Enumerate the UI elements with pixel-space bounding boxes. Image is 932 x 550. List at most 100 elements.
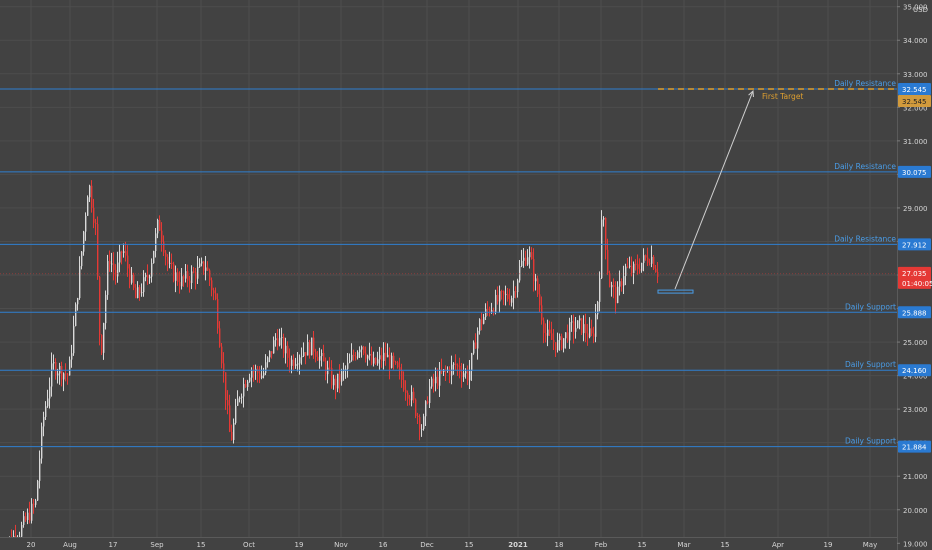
candle-body (635, 263, 637, 265)
candle-body (383, 352, 385, 362)
candle-body (339, 373, 341, 382)
candle-body (351, 354, 353, 361)
level-price-tag (898, 238, 931, 251)
candle-body (399, 367, 401, 371)
candle-body (239, 397, 241, 399)
candle-body (303, 352, 305, 356)
time-tick-label: 2021 (508, 541, 528, 549)
candle-body (153, 251, 155, 264)
candle-body (121, 251, 123, 254)
candle-body (181, 276, 183, 287)
candle-body (317, 356, 319, 361)
candle-body (149, 276, 151, 279)
candle-body (499, 291, 501, 302)
candle-body (139, 287, 141, 294)
candle-body (161, 230, 163, 242)
candle-body (479, 319, 481, 331)
candle-body (189, 280, 191, 283)
candle-body (69, 359, 71, 376)
candle-body (547, 329, 549, 336)
candle-body (241, 396, 243, 398)
candle-body (641, 262, 643, 271)
candle-body (225, 372, 227, 401)
candle-body (431, 378, 433, 387)
candle-body (497, 294, 499, 302)
candle-body (85, 215, 87, 232)
candle-body (73, 325, 75, 354)
level-price-tag (898, 364, 931, 377)
candle-body (105, 294, 107, 324)
candle-body (413, 391, 415, 400)
level-price-tag-label: 30.075 (902, 169, 927, 177)
candle-body (367, 355, 369, 359)
time-tick-label: 19 (824, 541, 833, 549)
candle-body (119, 251, 121, 263)
candle-body (519, 266, 521, 281)
candle-body (381, 355, 383, 362)
candle-body (595, 314, 597, 337)
candle-body (289, 357, 291, 366)
candle-body (427, 401, 429, 403)
candle-body (223, 363, 225, 373)
candle-body (49, 386, 51, 399)
candle-body (323, 352, 325, 362)
candle-body (35, 500, 37, 505)
candle-body (533, 259, 535, 282)
candle-body (481, 319, 483, 324)
candle-body (259, 373, 261, 379)
candle-body (535, 278, 537, 282)
candle-body (45, 406, 47, 417)
candle-body (389, 354, 391, 368)
candle-body (587, 333, 589, 338)
candle-body (407, 392, 409, 399)
candle-body (43, 416, 45, 427)
candle-body (97, 224, 99, 277)
price-tick-label: 31.000 (903, 138, 928, 146)
time-tick-label: 15 (465, 541, 474, 549)
candle-body (365, 353, 367, 359)
candle-body (195, 272, 197, 279)
candle-body (243, 384, 245, 397)
time-tick-label: Dec (420, 541, 434, 549)
entry-box[interactable] (657, 289, 694, 294)
candle-body (425, 401, 427, 417)
candle-body (197, 266, 199, 279)
candle-body (551, 333, 553, 340)
candle-body (123, 251, 125, 254)
candle-body (387, 354, 389, 358)
candle-body (495, 294, 497, 313)
candle-body (591, 328, 593, 334)
time-tick-label: 20 (27, 541, 36, 549)
candle-body (647, 257, 649, 263)
candle-body (629, 265, 631, 267)
candle-body (567, 332, 569, 341)
candle-body (183, 276, 185, 279)
candle-body (283, 337, 285, 354)
projection-arrow[interactable] (674, 90, 754, 290)
candle-body (115, 269, 117, 277)
candle-body (93, 207, 95, 223)
resistance-label: Daily Resistance (834, 234, 896, 243)
candle-body (371, 353, 373, 364)
candle-body (237, 398, 239, 406)
time-tick-label: Nov (334, 541, 348, 549)
candle-body (465, 371, 467, 374)
candle-body (583, 324, 585, 334)
time-tick-label: Oct (243, 541, 255, 549)
candle-body (151, 263, 153, 277)
candle-body (435, 376, 437, 384)
candle-body (349, 360, 351, 363)
candle-body (327, 367, 329, 375)
candle-body (133, 274, 135, 288)
candle-body (579, 318, 581, 321)
candle-body (101, 335, 103, 353)
candle-body (347, 362, 349, 369)
countdown-timer: 01:40:05 (902, 280, 932, 288)
candle-body (359, 349, 361, 353)
candle-body (203, 261, 205, 271)
candle-body (409, 398, 411, 401)
candle-body (397, 362, 399, 368)
time-tick-label: May (863, 541, 877, 549)
